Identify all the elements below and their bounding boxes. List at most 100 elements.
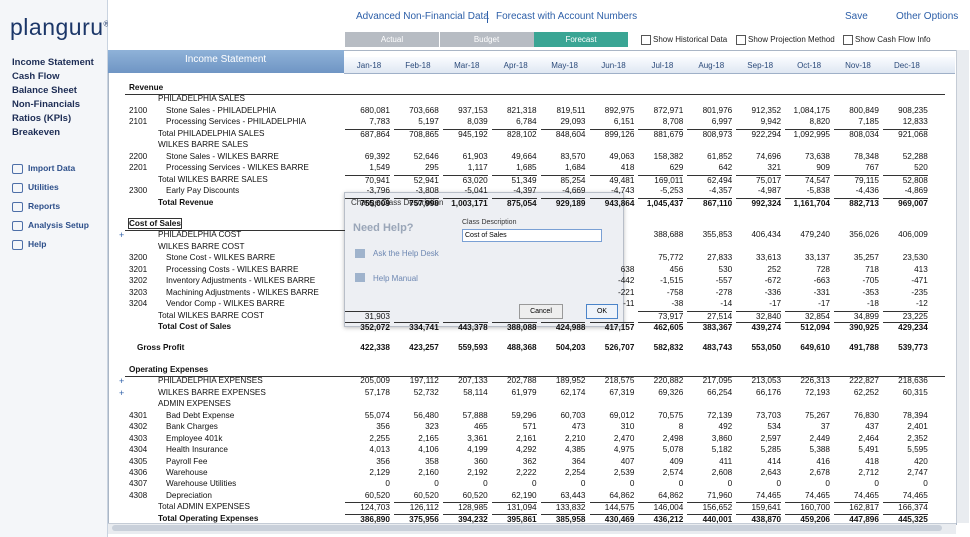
value-cell[interactable]: 438,870 [736,514,781,524]
value-cell[interactable]: 220,882 [638,376,683,385]
value-cell[interactable]: 146,004 [638,502,683,512]
value-cell[interactable]: 323 [394,422,439,431]
value-cell[interactable]: 162,817 [834,502,879,512]
value-cell[interactable]: 629 [638,163,683,172]
value-cell[interactable]: 144,575 [590,502,635,512]
value-cell[interactable]: 892,975 [590,106,635,115]
row-label[interactable]: WILKES BARRE EXPENSES [158,388,266,397]
nav-item[interactable]: Non-Financials [12,99,80,110]
value-cell[interactable]: -5,253 [638,186,683,195]
value-cell[interactable]: 6,151 [590,117,635,126]
value-cell[interactable]: 0 [492,479,537,488]
value-cell[interactable]: 252 [736,265,781,274]
value-cell[interactable]: 5,388 [785,445,830,454]
tab[interactable]: Actual [345,32,439,47]
value-cell[interactable]: -672 [736,276,781,285]
value-cell[interactable]: 57,178 [345,388,390,397]
value-cell[interactable]: 75,017 [736,175,781,185]
value-cell[interactable]: 1,549 [345,163,390,172]
value-cell[interactable]: 4,975 [590,445,635,454]
value-cell[interactable]: 2,222 [492,468,537,477]
value-cell[interactable]: 388,688 [638,230,683,239]
value-cell[interactable]: 70,941 [345,175,390,185]
value-cell[interactable]: 4,292 [492,445,537,454]
row-label[interactable]: Total WILKES BARRE SALES [158,175,268,184]
value-cell[interactable]: 310 [590,422,635,431]
value-cell[interactable]: 848,604 [541,129,586,139]
row-label[interactable]: Total Cost of Sales [158,322,231,331]
row-label[interactable]: Early Pay Discounts [166,186,239,195]
value-cell[interactable]: 60,520 [443,491,488,500]
value-cell[interactable]: 800,849 [834,106,879,115]
value-cell[interactable]: 72,193 [785,388,830,397]
row-label[interactable]: Inventory Adjustments - WILKES BARRE [166,276,315,285]
top-link[interactable]: Forecast with Account Numbers [496,11,637,22]
value-cell[interactable]: -663 [785,276,830,285]
value-cell[interactable]: 2,539 [590,468,635,477]
value-cell[interactable]: 922,294 [736,129,781,139]
value-cell[interactable]: 0 [394,479,439,488]
value-cell[interactable]: 2,608 [687,468,732,477]
row-label[interactable]: ADMIN EXPENSES [158,399,231,408]
value-cell[interactable]: 409 [638,457,683,466]
text-input[interactable]: Cost of Sales [462,229,602,242]
value-cell[interactable]: 60,703 [541,411,586,420]
value-cell[interactable]: 8,820 [785,117,830,126]
value-cell[interactable]: 217,095 [687,376,732,385]
value-cell[interactable]: 491,788 [834,343,879,352]
value-cell[interactable]: 2,678 [785,468,830,477]
value-cell[interactable]: -4,436 [834,186,879,195]
value-cell[interactable]: 703,668 [394,106,439,115]
value-cell[interactable]: 2,597 [736,434,781,443]
row-label[interactable]: Stone Cost - WILKES BARRE [166,253,275,262]
value-cell[interactable]: 5,078 [638,445,683,454]
value-cell[interactable]: 8,039 [443,117,488,126]
value-cell[interactable]: 156,652 [687,502,732,512]
value-cell[interactable]: 160,700 [785,502,830,512]
row-label[interactable]: Vendor Comp - WILKES BARRE [166,299,285,308]
value-cell[interactable]: 483,743 [687,343,732,352]
value-cell[interactable]: 571 [492,422,537,431]
value-cell[interactable]: 526,707 [590,343,635,352]
value-cell[interactable]: 32,854 [785,311,830,321]
value-cell[interactable]: 383,367 [687,322,732,332]
value-cell[interactable]: -758 [638,288,683,297]
value-cell[interactable]: 35,257 [834,253,879,262]
value-cell[interactable]: 60,520 [394,491,439,500]
value-cell[interactable]: 406,009 [883,230,928,239]
value-cell[interactable]: 1,684 [541,163,586,172]
checkbox[interactable] [843,35,853,45]
value-cell[interactable]: 649,610 [785,343,830,352]
value-cell[interactable]: 411 [687,457,732,466]
value-cell[interactable]: -557 [687,276,732,285]
value-cell[interactable]: 124,703 [345,502,390,512]
value-cell[interactable]: -17 [785,299,830,308]
value-cell[interactable]: 638 [590,265,635,274]
value-cell[interactable]: 205,009 [345,376,390,385]
value-cell[interactable]: 553,050 [736,343,781,352]
value-cell[interactable]: 436,212 [638,514,683,524]
value-cell[interactable]: 60,315 [883,388,928,397]
value-cell[interactable]: 413 [883,265,928,274]
nav-item[interactable]: Ratios (KPIs) [12,113,71,124]
value-cell[interactable]: -3,808 [394,186,439,195]
value-cell[interactable]: 356 [345,422,390,431]
value-cell[interactable]: 75,267 [785,411,830,420]
value-cell[interactable]: 881,679 [638,129,683,139]
value-cell[interactable]: 58,114 [443,388,488,397]
value-cell[interactable]: 73,638 [785,152,830,161]
value-cell[interactable]: 992,324 [736,198,781,208]
checkbox[interactable] [736,35,746,45]
value-cell[interactable]: 66,176 [736,388,781,397]
value-cell[interactable]: 2,192 [443,468,488,477]
value-cell[interactable]: 78,348 [834,152,879,161]
tool-item[interactable]: Reports [28,201,60,211]
value-cell[interactable]: 821,318 [492,106,537,115]
value-cell[interactable]: 819,511 [541,106,586,115]
value-cell[interactable]: 828,102 [492,129,537,139]
value-cell[interactable]: 218,636 [883,376,928,385]
value-cell[interactable]: -331 [785,288,830,297]
value-cell[interactable]: 1,685 [492,163,537,172]
value-cell[interactable]: 74,465 [736,491,781,500]
value-cell[interactable]: -38 [638,299,683,308]
